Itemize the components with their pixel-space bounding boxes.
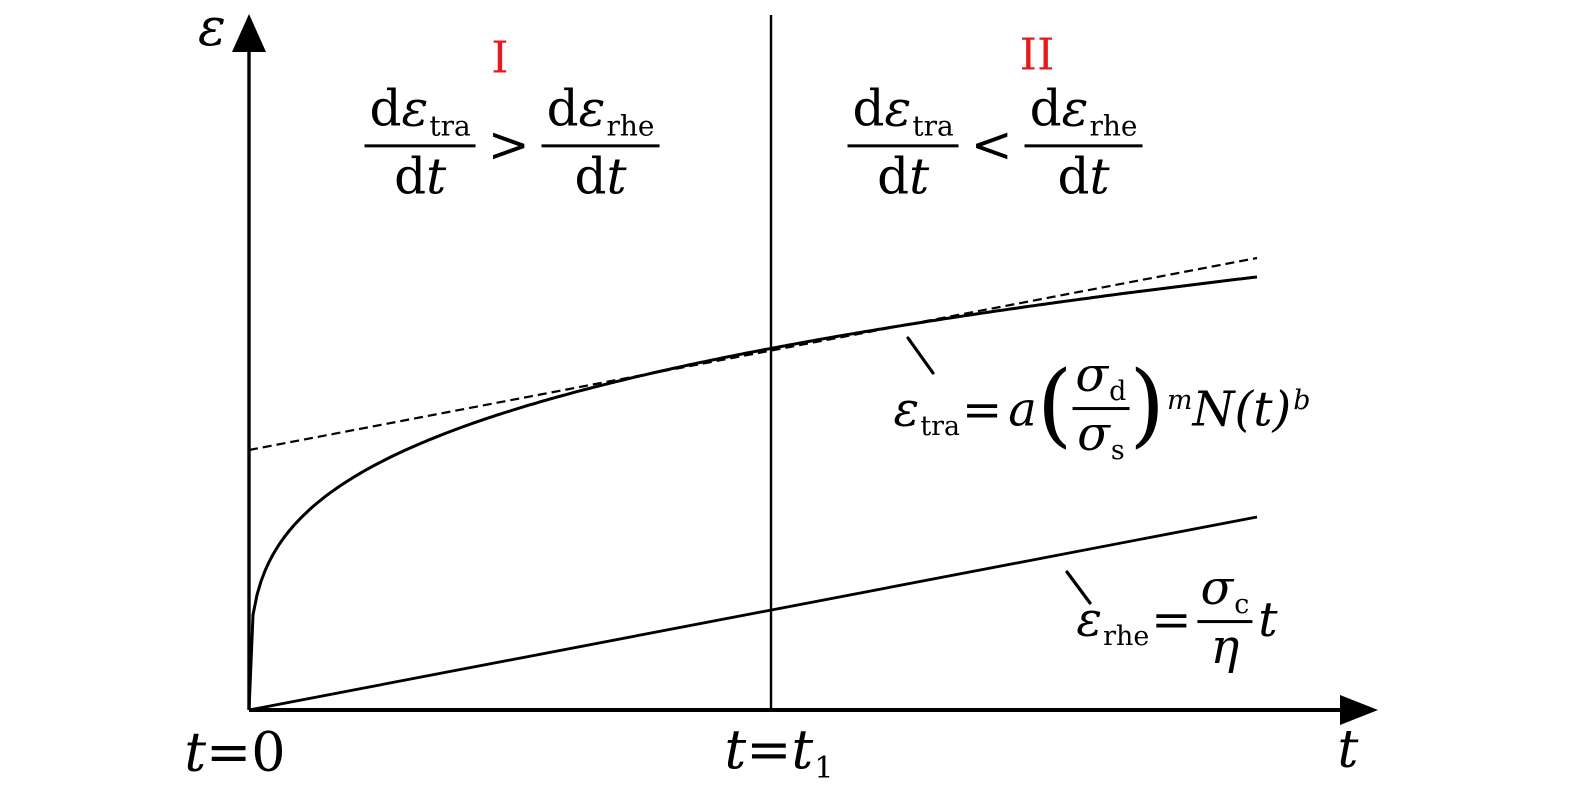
subscript-tra: tra (429, 108, 471, 142)
epsilon-symbol: ε (578, 79, 606, 138)
epsilon-symbol: ε (884, 79, 912, 138)
close-paren: ) (1272, 381, 1292, 438)
differential-d: d (852, 79, 885, 138)
t-symbol: t (909, 147, 930, 206)
t-symbol: t (1258, 591, 1278, 648)
sigma-symbol: σ (1077, 405, 1110, 462)
fraction-deps-tra-dt: dεtra dt (847, 79, 959, 205)
subscript-1: 1 (814, 751, 834, 787)
subscript-rhe: rhe (1089, 108, 1138, 142)
t-symbol: t (1253, 381, 1273, 438)
x-tick-label-t1: t=t1 (725, 718, 834, 786)
subscript-tra: tra (920, 410, 960, 442)
region-1-label: I (491, 32, 509, 84)
epsilon-symbol: ε (401, 79, 429, 138)
fraction-denominator: σs (1072, 410, 1129, 464)
epsilon-tra-leader-line (906, 336, 935, 375)
t-symbol: t (426, 147, 447, 206)
equals-sign: = (206, 720, 252, 784)
epsilon-symbol: ε (1061, 79, 1089, 138)
epsilon-symbol: ε (893, 381, 920, 438)
t-symbol: t (184, 720, 207, 784)
x-tick-label-t0: t=0 (184, 721, 285, 784)
subscript-rhe: rhe (1103, 620, 1150, 652)
fraction-deps-rhe-dt: dεrhe dt (1024, 79, 1143, 205)
equals-sign: = (961, 381, 1003, 438)
fraction-denominator: dt (1025, 148, 1143, 205)
differential-d: d (1057, 147, 1090, 206)
fraction-deps-rhe-dt: dεrhe dt (541, 79, 660, 205)
region-2-label: II (1019, 29, 1055, 81)
sigma-symbol: σ (1200, 560, 1234, 617)
fraction-sigmad-sigmas: σd σs (1072, 351, 1130, 464)
t-symbol: t (724, 717, 747, 781)
region-1-inequality: dεtra dt > dεrhe dt (364, 81, 660, 209)
epsilon-symbol: ε (1076, 591, 1103, 648)
epsilon-rhe-equation: εrhe= σc η t (1076, 564, 1278, 675)
fraction-numerator: dεtra (364, 79, 476, 148)
sigma-symbol: σ (1075, 347, 1109, 404)
fraction-numerator: dεrhe (1024, 79, 1143, 148)
x-axis-arrowhead (1340, 695, 1378, 725)
epsilon-rhe-leader-line (1065, 570, 1092, 605)
y-axis-label: ε (198, 0, 226, 58)
t-symbol: t (791, 717, 814, 781)
subscript-s: s (1110, 434, 1125, 466)
region-2-inequality: dεtra dt < dεrhe dt (847, 81, 1143, 209)
equals-sign: = (1151, 591, 1192, 648)
fraction-denominator: dt (542, 148, 660, 205)
less-than-sign: < (970, 115, 1013, 173)
fraction-numerator: dεrhe (541, 79, 660, 148)
fraction-numerator: dεtra (847, 79, 959, 148)
fraction-deps-tra-dt: dεtra dt (364, 79, 476, 205)
equals-sign: = (746, 717, 792, 781)
superscript-m: m (1166, 384, 1193, 416)
fraction-denominator: dt (365, 148, 476, 205)
zero-digit: 0 (251, 720, 286, 784)
fraction-denominator: dt (848, 148, 959, 205)
fraction-numerator: σd (1072, 351, 1130, 410)
subscript-d: d (1109, 376, 1127, 408)
differential-d: d (1029, 79, 1062, 138)
differential-d: d (394, 147, 427, 206)
fraction-denominator: η (1197, 623, 1252, 671)
subscript-rhe: rhe (606, 108, 655, 142)
subscript-tra: tra (912, 108, 954, 142)
epsilon-tra-curve (247, 275, 1258, 711)
eta-symbol: η (1210, 618, 1240, 675)
x-axis-label: t (1337, 720, 1359, 780)
differential-d: d (369, 79, 402, 138)
superscript-b: b (1293, 384, 1311, 416)
epsilon-rhe-line (248, 515, 1258, 712)
t-symbol: t (1089, 147, 1110, 206)
differential-d: d (574, 147, 607, 206)
fraction-sigmac-eta: σc η (1197, 564, 1253, 671)
tangent-line (248, 256, 1258, 452)
epsilon-tra-equation: εtra= a(σd σs)mN(t)b (893, 347, 1311, 466)
coefficient-a: a (1008, 381, 1037, 438)
y-axis-arrowhead (232, 14, 266, 52)
N-symbol: N (1192, 381, 1235, 438)
differential-d: d (546, 79, 579, 138)
open-paren: ( (1234, 381, 1254, 438)
t-symbol: t (606, 147, 627, 206)
subscript-c: c (1234, 589, 1250, 621)
differential-d: d (877, 147, 910, 206)
fraction-numerator: σc (1197, 564, 1253, 623)
greater-than-sign: > (487, 115, 530, 173)
